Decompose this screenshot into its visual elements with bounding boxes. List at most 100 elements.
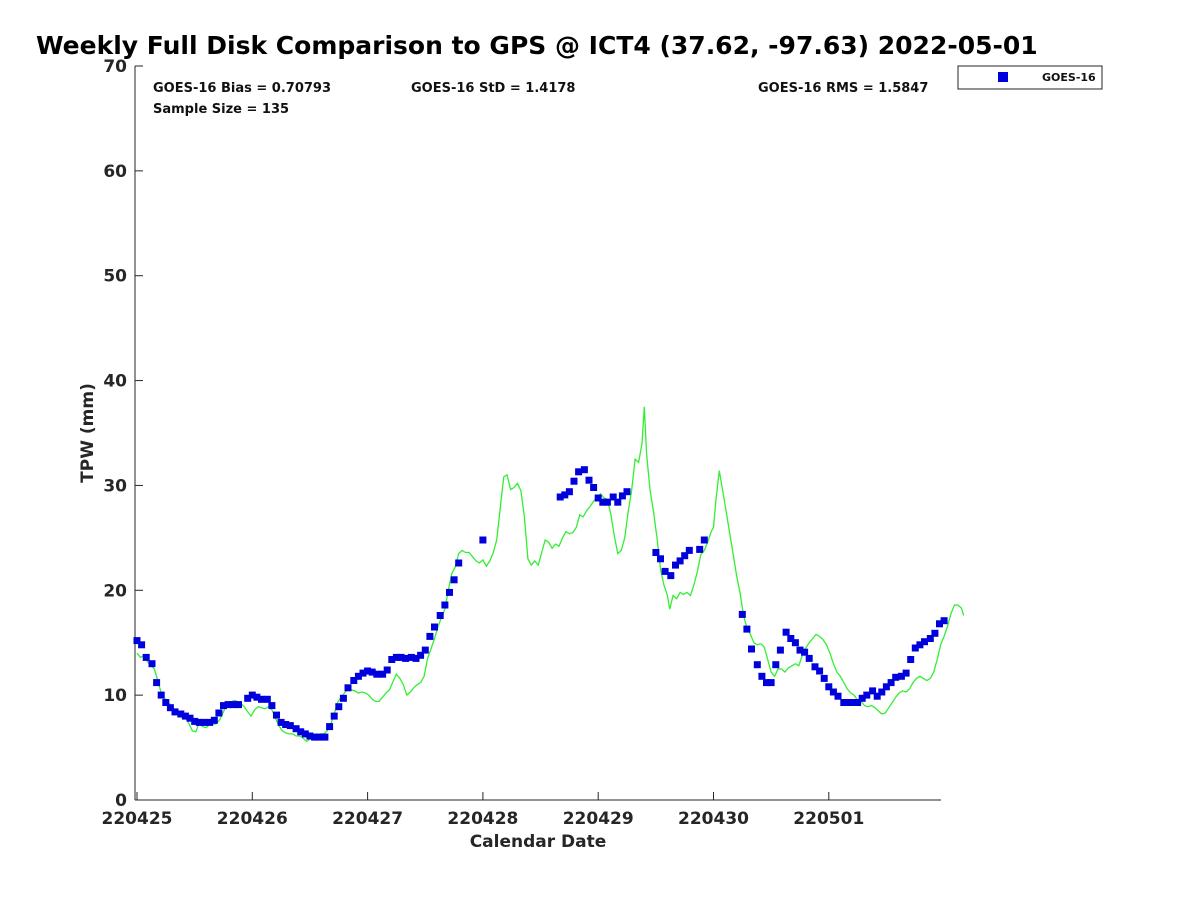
goes16-point bbox=[388, 656, 396, 663]
goes16-point bbox=[902, 669, 910, 677]
goes16-point bbox=[565, 488, 573, 496]
goes16-point bbox=[676, 557, 684, 565]
goes16-point bbox=[887, 679, 895, 687]
goes16-point bbox=[791, 639, 799, 647]
goes16-point bbox=[181, 712, 189, 720]
goes16-point bbox=[556, 493, 564, 501]
x-tick-label: 220426 bbox=[217, 809, 288, 829]
goes16-point bbox=[321, 733, 329, 741]
goes16-point bbox=[263, 695, 271, 703]
goes16-point bbox=[858, 694, 866, 702]
goes16-point bbox=[383, 666, 391, 674]
goes16-point bbox=[455, 559, 463, 567]
goes16-point bbox=[148, 660, 156, 668]
goes16-point bbox=[916, 641, 924, 649]
goes16-point bbox=[772, 661, 780, 669]
goes16-point bbox=[931, 629, 939, 637]
goes16-point bbox=[561, 491, 569, 499]
goes16-point bbox=[661, 567, 669, 575]
goes16-point bbox=[421, 646, 429, 654]
goes16-point bbox=[200, 718, 208, 726]
goes16-point bbox=[210, 716, 218, 724]
goes16-point bbox=[253, 693, 261, 701]
goes16-point bbox=[897, 672, 905, 680]
goes16-point bbox=[854, 699, 862, 706]
x-tick-label: 220427 bbox=[332, 809, 403, 829]
goes16-point bbox=[667, 572, 675, 580]
goes16-point bbox=[844, 699, 852, 706]
goes16-point bbox=[133, 637, 141, 645]
y-tick-label: 10 bbox=[103, 686, 127, 706]
goes16-point bbox=[892, 673, 900, 681]
x-axis-label: Calendar Date bbox=[470, 832, 607, 852]
goes16-point bbox=[936, 620, 943, 628]
goes16-point bbox=[820, 674, 828, 682]
goes16-point bbox=[869, 687, 877, 695]
goes16-point bbox=[315, 733, 323, 741]
goes16-point bbox=[763, 679, 770, 687]
legend: GOES-16 bbox=[957, 65, 1103, 90]
goes16-point bbox=[911, 644, 919, 652]
goes16-point bbox=[441, 601, 449, 609]
x-tick-label: 220430 bbox=[678, 809, 749, 829]
goes16-point bbox=[479, 536, 487, 544]
goes16-point bbox=[590, 484, 598, 491]
gps-reference-line bbox=[136, 406, 965, 743]
goes16-point bbox=[738, 610, 746, 618]
goes16-point bbox=[224, 701, 232, 709]
goes16-point bbox=[614, 498, 622, 506]
goes16-point bbox=[873, 692, 881, 700]
goes16-point bbox=[696, 545, 704, 553]
goes16-point bbox=[603, 498, 611, 506]
y-tick-label: 0 bbox=[115, 791, 127, 811]
y-ticks: 0 10 20 30 40 50 60 70 bbox=[103, 57, 143, 811]
x-tick-label: 220425 bbox=[102, 809, 173, 829]
goes16-point bbox=[776, 646, 784, 654]
goes16-point bbox=[743, 625, 751, 633]
goes16-point bbox=[373, 670, 381, 678]
goes16-point bbox=[368, 668, 376, 676]
x-tick-label: 220428 bbox=[447, 809, 518, 829]
goes16-point bbox=[748, 645, 755, 653]
goes16-point bbox=[215, 709, 223, 717]
goes16-point bbox=[594, 494, 602, 502]
goes16-point bbox=[863, 691, 871, 699]
goes16-point bbox=[354, 672, 362, 680]
goes16-point bbox=[286, 722, 294, 730]
x-tick-label: 220429 bbox=[563, 809, 634, 829]
goes16-point bbox=[426, 632, 434, 640]
goes16-point bbox=[292, 725, 300, 733]
goes16-point bbox=[311, 733, 319, 741]
x-tick-label: 220501 bbox=[793, 809, 864, 829]
goes16-point bbox=[907, 656, 915, 663]
goes16-point bbox=[330, 712, 338, 720]
goes16-point bbox=[829, 688, 837, 696]
goes16-point bbox=[623, 488, 631, 496]
goes16-point bbox=[364, 667, 372, 675]
goes16-point bbox=[268, 702, 276, 710]
chart-title: Weekly Full Disk Comparison to GPS @ ICT… bbox=[36, 31, 1038, 60]
goes16-point bbox=[450, 576, 458, 584]
goes16-point bbox=[921, 638, 928, 646]
goes16-point bbox=[652, 549, 660, 556]
goes16-point bbox=[171, 708, 179, 716]
goes16-point bbox=[834, 692, 842, 700]
goes16-point bbox=[618, 492, 626, 500]
goes16-point bbox=[840, 699, 848, 706]
goes16-point bbox=[431, 623, 438, 631]
goes16-point bbox=[195, 718, 203, 726]
goes16-point bbox=[142, 653, 150, 661]
legend-marker-goes16 bbox=[998, 72, 1008, 82]
goes16-point bbox=[273, 711, 280, 719]
goes16-point bbox=[335, 703, 343, 711]
y-tick-label: 40 bbox=[103, 372, 127, 392]
x-ticks: 220425 220426 220427 220428 220429 220430 2205… bbox=[102, 792, 864, 829]
goes16-point bbox=[344, 684, 352, 692]
goes16-point bbox=[153, 679, 161, 687]
goes16-point bbox=[350, 677, 358, 684]
goes16-point bbox=[570, 477, 578, 485]
y-axis-label: TPW (mm) bbox=[78, 383, 98, 483]
goes16-point bbox=[206, 718, 214, 726]
goes16-point bbox=[397, 653, 405, 661]
